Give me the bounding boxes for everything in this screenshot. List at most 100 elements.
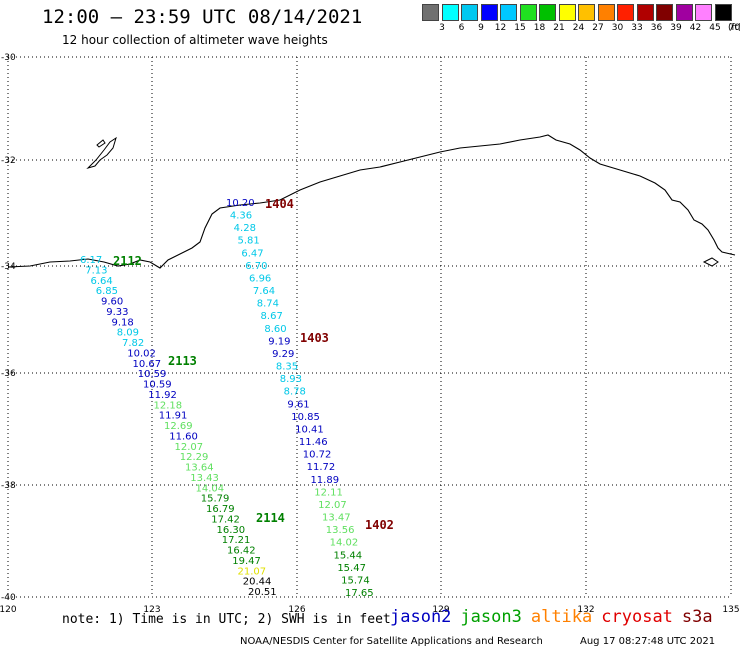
- legend-altika: altika: [530, 607, 593, 627]
- swh-value-east: 9.61: [287, 399, 309, 410]
- swh-value-west: 11.91: [159, 411, 188, 422]
- scale-swatch: [480, 4, 498, 21]
- scale-label: 27: [592, 23, 604, 33]
- scale-label: 18: [533, 23, 546, 33]
- swh-value-east: 15.44: [333, 550, 362, 561]
- swh-value-east: 4.36: [230, 211, 252, 222]
- swh-value-east: 6.70: [245, 261, 267, 272]
- scale-label: 15: [514, 23, 526, 33]
- swh-value-west: 16.42: [227, 546, 256, 557]
- swh-value-east: 12.11: [314, 487, 343, 498]
- swh-value-west: 20.51: [248, 587, 277, 598]
- swh-value-east: 8.93: [280, 374, 302, 385]
- generation-timestamp: Aug 17 08:27:48 UTC 2021: [580, 636, 716, 647]
- map-title: 12:00 – 23:59 UTC 08/14/2021: [42, 6, 363, 28]
- swh-value-west: 7.82: [122, 338, 144, 349]
- scale-swatch: [597, 4, 615, 21]
- footnote: note: 1) Time is in UTC; 2) SWH is in fe…: [62, 612, 391, 627]
- swh-value-east: 10.41: [295, 424, 324, 435]
- pass-id-label: 2114: [256, 511, 285, 525]
- swh-value-east: 8.35: [276, 362, 298, 373]
- scale-swatch: [558, 4, 576, 21]
- swh-value-east: 4.28: [234, 223, 256, 234]
- scale-unit: (ft): [728, 23, 740, 33]
- swh-value-east: 8.78: [284, 387, 306, 398]
- swh-value-west: 16.30: [217, 525, 246, 536]
- swh-value-east: 17.65: [345, 588, 374, 599]
- lat-tick-label: -30: [1, 53, 16, 63]
- swh-value-east: 5.81: [238, 236, 260, 247]
- swh-value-west: 16.79: [206, 504, 235, 515]
- swh-value-west: 10.59: [143, 380, 172, 391]
- scale-label: 33: [631, 23, 643, 33]
- credit-line: NOAA/NESDIS Center for Satellite Applica…: [240, 636, 543, 647]
- swh-value-west: 15.79: [201, 494, 230, 505]
- lon-tick-label: 129: [432, 605, 449, 615]
- swh-value-east: 13.47: [322, 513, 351, 524]
- swh-value-east: 15.47: [337, 563, 366, 574]
- swh-value-west: 10.02: [127, 348, 156, 359]
- scale-label: 24: [572, 23, 585, 33]
- scale-swatch: [695, 4, 712, 21]
- swh-value-east: 12.07: [318, 500, 347, 511]
- lat-lon-grid: [7, 56, 732, 598]
- swh-value-west: 9.18: [112, 317, 134, 328]
- legend-s3a: s3a: [681, 607, 713, 627]
- scale-label: 42: [689, 23, 702, 33]
- coastline: [7, 134, 736, 269]
- swh-value-east: 8.60: [264, 324, 286, 335]
- lon-tick-label: 126: [288, 605, 305, 615]
- scale-label: 12: [494, 23, 507, 33]
- swh-value-west: 12.18: [154, 400, 183, 411]
- swh-value-west: 11.92: [148, 390, 177, 401]
- pass-id-label: 1404: [265, 197, 294, 211]
- swh-value-east: 8.74: [257, 299, 279, 310]
- swh-value-east: 9.29: [272, 349, 294, 360]
- swh-value-east: 15.74: [341, 575, 370, 586]
- swh-value-west: 19.47: [232, 556, 261, 567]
- scale-swatch: [656, 4, 673, 21]
- pass-id-label: 1403: [300, 331, 329, 345]
- satellite-legend: jason2 jason3 altika cryosat s3a: [390, 607, 722, 627]
- lat-tick-label: -34: [1, 262, 16, 272]
- swh-value-east: 13.56: [326, 525, 355, 536]
- scale-swatch: [636, 4, 654, 21]
- scale-swatch: [500, 4, 517, 21]
- swh-value-west: 9.33: [106, 307, 128, 318]
- swh-value-west: 10.67: [133, 359, 162, 370]
- scale-label: 36: [650, 23, 663, 33]
- swh-value-west: 11.60: [169, 431, 198, 442]
- swh-value-west: 13.64: [185, 463, 214, 474]
- scale-swatch: [539, 4, 556, 21]
- scale-swatch: [578, 4, 595, 21]
- lat-tick-label: -40: [1, 593, 16, 603]
- swh-value-west: 14.04: [196, 483, 225, 494]
- swh-value-west: 12.69: [164, 421, 193, 432]
- scale-label: 9: [478, 23, 484, 33]
- swh-value-west: 17.21: [222, 535, 251, 546]
- legend-cryosat: cryosat: [601, 607, 673, 627]
- swh-value-east: 11.72: [307, 462, 336, 473]
- swh-value-east: 8.67: [261, 311, 283, 322]
- swh-value-west: 13.43: [190, 473, 219, 484]
- scale-label: 21: [553, 23, 565, 33]
- swh-value-east: 11.46: [299, 437, 328, 448]
- scale-swatch: [675, 4, 693, 21]
- swh-value-east: 11.89: [310, 475, 339, 486]
- legend-jason2: jason2: [390, 607, 452, 627]
- scale-swatch: [422, 4, 439, 21]
- swh-value-west: 6.85: [96, 286, 118, 297]
- swh-value-west: 20.44: [243, 577, 272, 588]
- swh-value-east: 9.19: [268, 336, 290, 347]
- lon-tick-label: 132: [577, 605, 594, 615]
- island-small: [96, 139, 106, 148]
- swh-value-west: 10.59: [138, 369, 167, 380]
- swh-value-east: 10.85: [291, 412, 320, 423]
- pass-id-label: 2113: [168, 354, 197, 368]
- swh-value-west: 9.60: [101, 297, 123, 308]
- swh-value-east: 7.64: [253, 286, 275, 297]
- lat-tick-label: -36: [1, 369, 16, 379]
- island-kangaroo: [86, 136, 117, 170]
- scale-label: 70: [728, 23, 740, 33]
- scale-swatch: [617, 4, 634, 21]
